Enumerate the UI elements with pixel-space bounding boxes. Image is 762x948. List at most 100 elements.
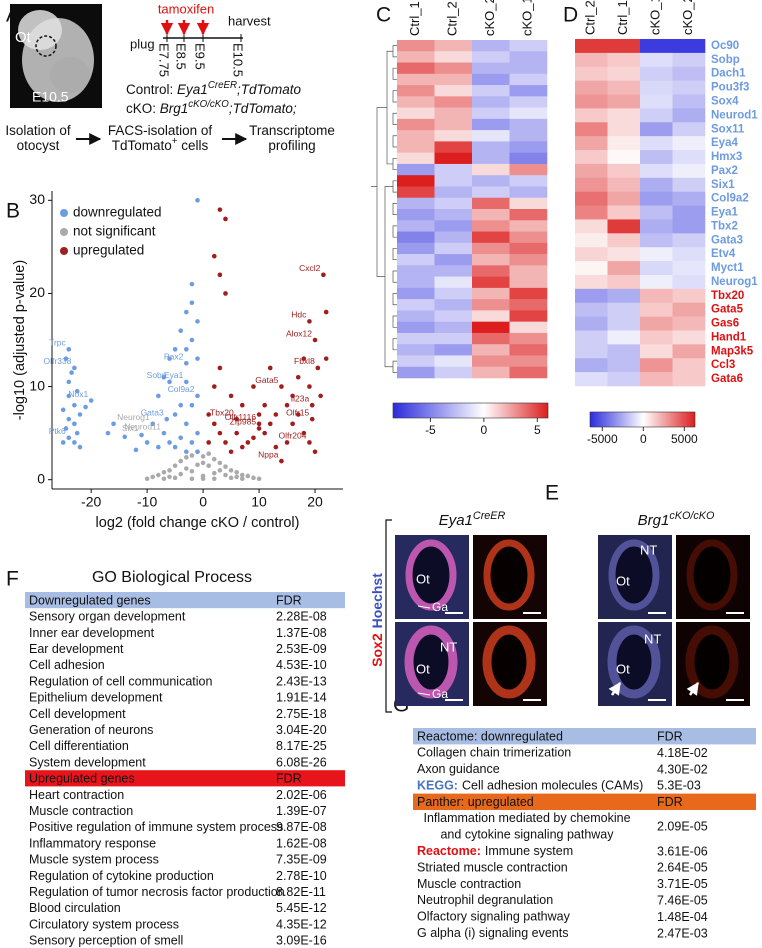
image-label: Ot <box>616 573 630 588</box>
point <box>60 407 66 413</box>
point <box>307 384 312 389</box>
term-text: Olfactory signaling pathway <box>417 910 571 924</box>
timeline-stage: E8.5 <box>174 43 189 70</box>
text-run: Transcriptome <box>249 123 335 138</box>
colorbar <box>589 411 696 428</box>
table-cell: 3.71E-05 <box>657 877 708 891</box>
workflow-step: Isolation of <box>5 123 71 138</box>
point <box>172 444 178 450</box>
timeline-stage: E7.75 <box>157 43 172 77</box>
point <box>184 309 189 315</box>
arrow <box>686 681 700 696</box>
point <box>88 398 94 403</box>
point <box>223 464 228 469</box>
point <box>312 449 318 455</box>
heatmap-cell <box>640 52 673 68</box>
point <box>217 468 223 473</box>
heatmap-cell <box>397 130 435 142</box>
point <box>234 474 239 480</box>
gene-label: Tbx20 <box>210 407 234 417</box>
point <box>251 384 256 389</box>
heatmap-cell <box>640 163 673 179</box>
heatmap-cell <box>472 231 510 244</box>
point <box>69 370 74 375</box>
heatmap-cell <box>640 288 673 304</box>
heatmap-cell <box>575 219 608 234</box>
heatmap-cell <box>434 265 473 277</box>
heatmap-cell <box>575 136 608 151</box>
point <box>195 449 200 455</box>
point <box>206 440 211 445</box>
point <box>228 468 234 473</box>
table-header: FDR <box>276 593 302 607</box>
point <box>184 421 189 427</box>
heatmap-cell <box>472 62 510 75</box>
heatmap-cell <box>509 163 548 176</box>
heatmap-cell <box>575 344 608 359</box>
heatmap-cell <box>434 96 473 108</box>
row-label: Hmx3 <box>711 151 742 163</box>
heatmap-cell <box>672 177 706 192</box>
table-cell: Cell differentiation <box>29 739 129 753</box>
point <box>251 435 256 441</box>
term-prefix: Reactome: <box>417 844 481 858</box>
image-label: NT <box>640 542 657 557</box>
heatmap-cell <box>509 287 548 300</box>
heatmap-cell <box>434 276 473 289</box>
heatmap-cell <box>575 372 608 387</box>
table-cell: 2.53E-09 <box>276 642 327 656</box>
column-label: cKO_2 <box>680 0 695 35</box>
point <box>195 462 200 468</box>
point <box>105 430 111 436</box>
point <box>72 402 77 408</box>
row-label: Pou3f3 <box>711 82 749 94</box>
row-label: Gata3 <box>711 234 743 246</box>
table-cell: Epithelium development <box>29 691 163 705</box>
heatmap-cell <box>472 107 510 120</box>
row-label: Sobp <box>711 54 740 66</box>
colorbar-tick-label: 5000 <box>671 432 698 446</box>
text-run: profiling <box>268 138 315 153</box>
heatmap-cell <box>672 219 706 234</box>
heatmap-cell <box>397 321 435 334</box>
point <box>307 440 312 445</box>
y-tick-label: 10 <box>29 377 45 393</box>
heatmap-cell <box>672 233 706 248</box>
row-label: Sox4 <box>711 95 739 107</box>
table-cell: 1.37E-08 <box>276 626 327 640</box>
heatmap-cell <box>397 310 435 322</box>
image-label: Ot <box>416 571 430 586</box>
table-header: FDR <box>657 795 683 809</box>
heatmap-cell <box>472 220 510 232</box>
text-run: cKO/cKO <box>669 510 715 522</box>
heatmap-cell <box>607 330 641 345</box>
heatmap-cell <box>509 186 548 199</box>
heatmap-cell <box>509 344 548 356</box>
heatmap-cell <box>472 163 510 176</box>
row-label: Sox11 <box>711 123 745 135</box>
point <box>189 469 195 474</box>
x-tick-label: 0 <box>199 494 207 510</box>
heatmap-cell <box>397 107 435 120</box>
heatmap-cell <box>575 108 608 123</box>
point <box>279 384 284 389</box>
point <box>74 388 80 394</box>
heatmap-cell <box>607 288 641 304</box>
point <box>184 449 189 455</box>
heatmap-cell <box>397 118 435 131</box>
row-label: Tbx20 <box>711 290 744 302</box>
heatmap-cell <box>607 219 641 234</box>
point <box>323 356 329 361</box>
heatmap-cell <box>575 150 608 165</box>
point <box>262 402 267 408</box>
image-label: Ot <box>616 661 630 676</box>
row-label: Tbx2 <box>711 220 738 232</box>
table-cell: Regulation of cell communication <box>29 674 212 688</box>
heatmap-cell <box>434 332 473 345</box>
text-run: Brg1 <box>638 512 670 529</box>
point <box>172 347 178 352</box>
heatmap-cell <box>472 265 510 277</box>
point <box>279 458 284 464</box>
panel-label: E <box>545 482 559 505</box>
